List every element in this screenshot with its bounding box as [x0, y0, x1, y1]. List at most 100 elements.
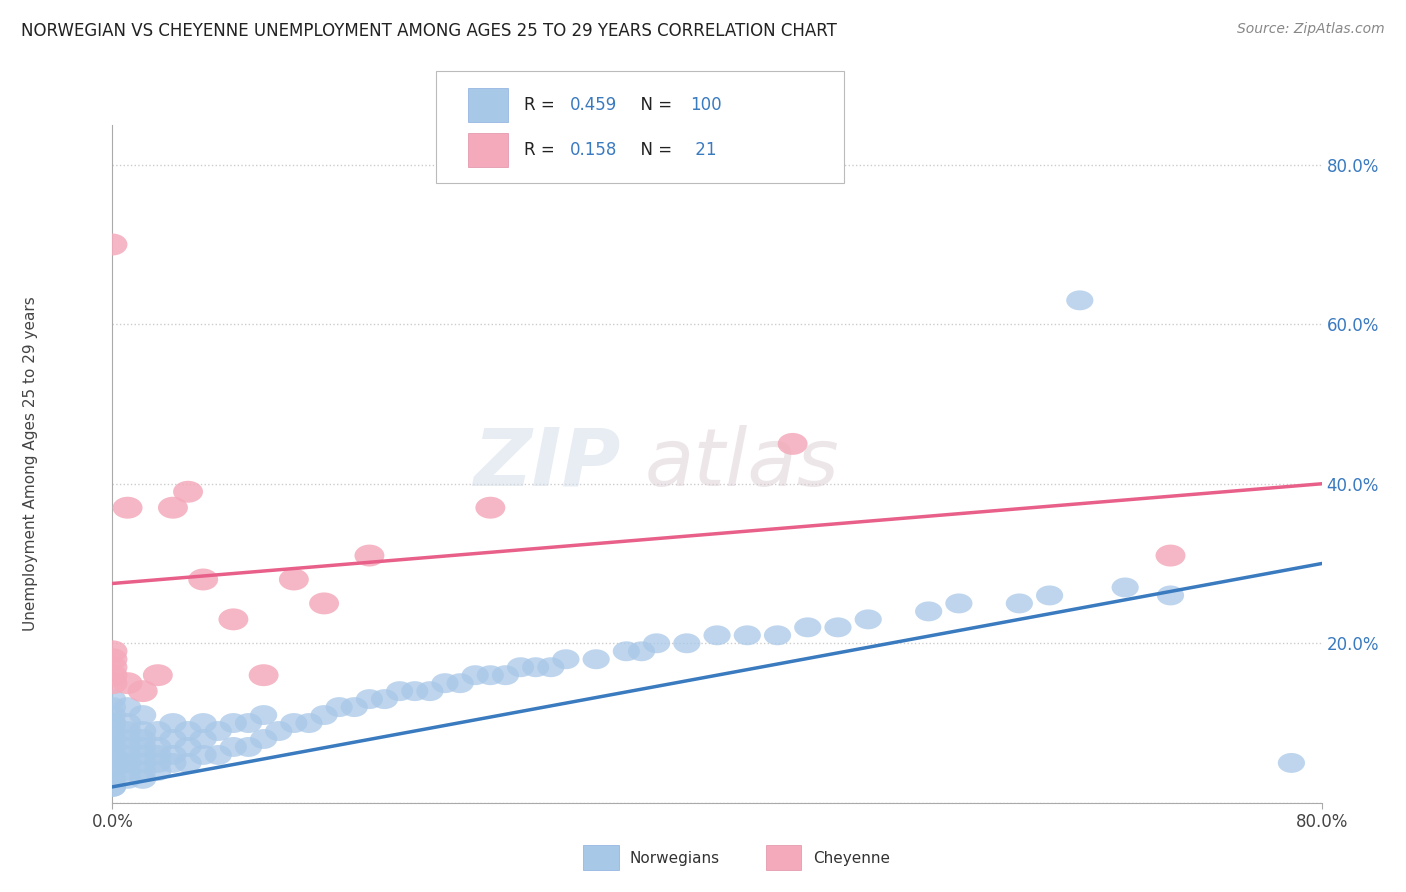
Ellipse shape: [553, 649, 579, 669]
Text: 100: 100: [690, 96, 721, 114]
Ellipse shape: [145, 761, 172, 780]
Ellipse shape: [145, 737, 172, 757]
Ellipse shape: [475, 497, 505, 518]
Ellipse shape: [432, 673, 458, 693]
Ellipse shape: [112, 673, 142, 694]
Ellipse shape: [114, 729, 141, 749]
Ellipse shape: [98, 698, 127, 717]
Ellipse shape: [159, 745, 187, 765]
Ellipse shape: [582, 649, 610, 669]
Text: ZIP: ZIP: [472, 425, 620, 503]
Ellipse shape: [145, 721, 172, 741]
Text: N =: N =: [630, 96, 678, 114]
Ellipse shape: [326, 698, 353, 717]
Ellipse shape: [249, 665, 278, 686]
Ellipse shape: [522, 657, 550, 677]
Ellipse shape: [112, 497, 142, 518]
Ellipse shape: [97, 665, 128, 686]
Text: N =: N =: [630, 141, 678, 159]
Ellipse shape: [190, 713, 217, 733]
Text: 21: 21: [690, 141, 717, 159]
Ellipse shape: [129, 737, 156, 757]
Ellipse shape: [416, 681, 443, 701]
Ellipse shape: [98, 761, 127, 780]
Ellipse shape: [97, 234, 128, 255]
Ellipse shape: [371, 690, 398, 709]
Ellipse shape: [945, 593, 973, 614]
Ellipse shape: [129, 729, 156, 749]
Ellipse shape: [157, 497, 188, 518]
Ellipse shape: [98, 777, 127, 797]
Ellipse shape: [190, 729, 217, 749]
Ellipse shape: [218, 608, 249, 631]
Ellipse shape: [508, 657, 534, 677]
Ellipse shape: [174, 737, 201, 757]
Text: Norwegians: Norwegians: [630, 851, 720, 865]
Ellipse shape: [145, 753, 172, 772]
Ellipse shape: [159, 753, 187, 772]
Ellipse shape: [340, 698, 368, 717]
Ellipse shape: [401, 681, 429, 701]
Ellipse shape: [129, 721, 156, 741]
Ellipse shape: [129, 745, 156, 765]
Ellipse shape: [219, 713, 247, 733]
Ellipse shape: [143, 665, 173, 686]
Ellipse shape: [628, 641, 655, 661]
Ellipse shape: [174, 721, 201, 741]
Ellipse shape: [734, 625, 761, 645]
Ellipse shape: [98, 737, 127, 757]
Ellipse shape: [250, 729, 277, 749]
Ellipse shape: [778, 433, 807, 455]
Ellipse shape: [114, 753, 141, 772]
Ellipse shape: [98, 705, 127, 725]
Ellipse shape: [98, 769, 127, 789]
Ellipse shape: [1066, 291, 1094, 310]
Ellipse shape: [354, 545, 384, 566]
Ellipse shape: [98, 753, 127, 772]
Ellipse shape: [356, 690, 382, 709]
Ellipse shape: [114, 698, 141, 717]
Ellipse shape: [1156, 545, 1185, 566]
Ellipse shape: [159, 729, 187, 749]
Ellipse shape: [129, 753, 156, 772]
Ellipse shape: [129, 761, 156, 780]
Ellipse shape: [447, 673, 474, 693]
Ellipse shape: [266, 721, 292, 741]
Text: atlas: atlas: [644, 425, 839, 503]
Text: Unemployment Among Ages 25 to 29 years: Unemployment Among Ages 25 to 29 years: [24, 296, 38, 632]
Ellipse shape: [159, 713, 187, 733]
Ellipse shape: [114, 713, 141, 733]
Ellipse shape: [387, 681, 413, 701]
Text: 0.459: 0.459: [569, 96, 617, 114]
Ellipse shape: [309, 592, 339, 615]
Ellipse shape: [190, 745, 217, 765]
Ellipse shape: [461, 665, 489, 685]
Text: R =: R =: [524, 141, 561, 159]
Ellipse shape: [1112, 577, 1139, 598]
Ellipse shape: [1005, 593, 1033, 614]
Text: NORWEGIAN VS CHEYENNE UNEMPLOYMENT AMONG AGES 25 TO 29 YEARS CORRELATION CHART: NORWEGIAN VS CHEYENNE UNEMPLOYMENT AMONG…: [21, 22, 837, 40]
Ellipse shape: [915, 601, 942, 622]
Text: 0.158: 0.158: [569, 141, 617, 159]
Ellipse shape: [703, 625, 731, 645]
Ellipse shape: [98, 713, 127, 733]
Text: Source: ZipAtlas.com: Source: ZipAtlas.com: [1237, 22, 1385, 37]
Ellipse shape: [114, 769, 141, 789]
Ellipse shape: [114, 737, 141, 757]
Ellipse shape: [855, 609, 882, 630]
Ellipse shape: [114, 761, 141, 780]
Ellipse shape: [98, 761, 127, 780]
Ellipse shape: [98, 713, 127, 733]
Ellipse shape: [97, 673, 128, 694]
Ellipse shape: [114, 721, 141, 741]
Text: R =: R =: [524, 96, 561, 114]
Text: Cheyenne: Cheyenne: [813, 851, 890, 865]
Ellipse shape: [128, 681, 157, 702]
Ellipse shape: [219, 737, 247, 757]
Ellipse shape: [114, 753, 141, 772]
Ellipse shape: [643, 633, 671, 653]
Ellipse shape: [97, 648, 128, 670]
Ellipse shape: [173, 481, 202, 503]
Ellipse shape: [278, 568, 309, 591]
Ellipse shape: [613, 641, 640, 661]
